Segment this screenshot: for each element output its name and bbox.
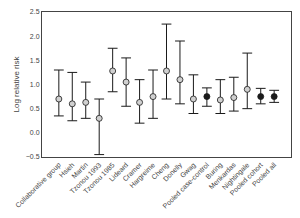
svg-text:Pooled cohort: Pooled cohort xyxy=(228,161,264,197)
svg-text:Nightingale: Nightingale xyxy=(221,161,251,191)
svg-text:Pooled case-control: Pooled case-control xyxy=(161,161,210,210)
svg-text:Lideard: Lideard xyxy=(108,161,130,183)
svg-text:0.0: 0.0 xyxy=(30,129,40,136)
svg-text:2.0: 2.0 xyxy=(30,33,40,40)
svg-text:1.5: 1.5 xyxy=(30,57,40,64)
svg-text:Collaborative group: Collaborative group xyxy=(14,161,63,210)
svg-text:Gwag: Gwag xyxy=(179,161,198,180)
svg-text:Buring: Buring xyxy=(204,161,224,181)
svg-text:1.0: 1.0 xyxy=(30,81,40,88)
svg-text:Tzonou 1993: Tzonou 1993 xyxy=(69,161,103,195)
svg-text:Tzonou 1985: Tzonou 1985 xyxy=(82,161,116,195)
svg-text:Cramer: Cramer xyxy=(121,161,143,183)
svg-text:Log relative risk: Log relative risk xyxy=(12,55,21,112)
svg-text:Donelly: Donelly xyxy=(162,161,185,184)
svg-text:0.5: 0.5 xyxy=(30,105,40,112)
svg-text:Pooled all: Pooled all xyxy=(251,161,278,188)
svg-text:−0.5: −0.5 xyxy=(26,153,40,160)
svg-text:Hsieh: Hsieh xyxy=(58,161,76,179)
svg-text:Menkardas: Menkardas xyxy=(208,161,238,191)
svg-text:Hargreime: Hargreime xyxy=(128,161,157,190)
svg-text:Martin: Martin xyxy=(70,161,89,180)
svg-text:2.5: 2.5 xyxy=(30,8,40,15)
svg-text:Cheng: Cheng xyxy=(150,161,170,181)
